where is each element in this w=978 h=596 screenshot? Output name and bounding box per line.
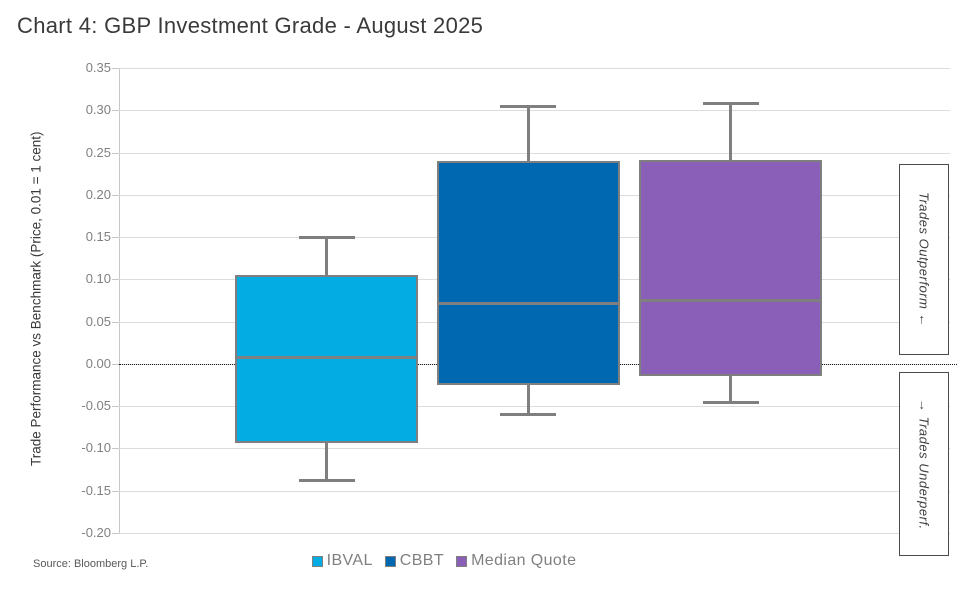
whisker-lower-ibval <box>325 443 328 481</box>
whisker-upper-ibval <box>325 237 328 276</box>
y-tick-label: -0.20 <box>81 525 111 540</box>
whisker-lower-cbbt <box>526 385 530 415</box>
y-tick-label: 0.25 <box>85 144 111 160</box>
y-axis-line <box>119 68 120 533</box>
y-tick-label: -0.10 <box>81 440 111 456</box>
trades-outperform-label: Trades Outperform ← <box>916 192 932 327</box>
y-tick-label: -0.05 <box>81 398 111 414</box>
legend: IBVAL CBBT Median Quote <box>0 552 933 570</box>
y-tick-mark <box>112 448 119 450</box>
y-tick-mark <box>112 152 119 154</box>
legend-label: CBBT <box>399 552 445 569</box>
gridline <box>119 533 950 534</box>
gridline <box>119 152 950 154</box>
y-tick-mark <box>112 363 119 365</box>
y-tick-label: 0.10 <box>85 271 111 287</box>
y-tick-mark <box>112 490 119 492</box>
gridline <box>119 490 950 492</box>
y-tick-label: 0.15 <box>85 229 111 245</box>
box-median-quote <box>639 160 822 376</box>
box-cbbt <box>436 161 620 386</box>
trades-underperform-label: → Trades Underperf. <box>916 398 932 530</box>
y-tick-label: 0.05 <box>85 313 111 329</box>
trades-outperform-box: Trades Outperform ← <box>899 164 949 355</box>
legend-marker <box>456 555 468 567</box>
whisker-cap-low-ibval <box>298 479 355 483</box>
y-tick-label: 0.35 <box>85 60 111 75</box>
y-tick-mark <box>112 321 119 323</box>
whisker-cap-low-median-quote <box>702 401 759 405</box>
y-tick-mark <box>112 194 119 196</box>
chart-title: Chart 4: GBP Investment Grade - August 2… <box>17 13 484 38</box>
gridline <box>119 110 950 112</box>
legend-label: IBVAL <box>326 552 373 569</box>
whisker-upper-cbbt <box>526 106 530 161</box>
gridline <box>119 448 950 450</box>
legend-item-ibval: IBVAL <box>311 552 373 570</box>
median-line-median-quote <box>639 299 822 302</box>
y-axis-title: Trade Performance vs Benchmark (Price, 0… <box>28 131 44 467</box>
median-line-ibval <box>235 356 418 360</box>
y-tick-mark <box>112 406 119 408</box>
legend-label: Median Quote <box>471 552 577 569</box>
y-tick-label: -0.15 <box>81 482 111 498</box>
whisker-cap-high-ibval <box>298 236 355 240</box>
whisker-cap-high-cbbt <box>500 105 556 109</box>
whisker-lower-median-quote <box>729 375 732 403</box>
y-tick-mark <box>112 279 119 281</box>
y-tick-mark <box>112 237 119 239</box>
plot-area: 0.35 0.30 0.25 0.20 0.15 0.10 0.05 0.00 -0.05 -0.… <box>81 60 957 540</box>
y-tick-mark <box>112 68 119 69</box>
y-tick-label: 0.00 <box>85 355 111 371</box>
legend-marker <box>311 555 323 567</box>
trades-underperform-box: → Trades Underperf. <box>899 372 949 556</box>
y-tick-mark <box>112 533 119 534</box>
gridline <box>119 406 950 408</box>
whisker-cap-low-cbbt <box>500 413 556 417</box>
source-text: Source: Bloomberg L.P. <box>33 558 149 570</box>
gridline <box>119 68 950 69</box>
legend-item-median-quote: Median Quote <box>456 552 576 570</box>
median-line-cbbt <box>436 301 620 305</box>
legend-item-cbbt: CBBT <box>384 552 445 570</box>
whisker-upper-median-quote <box>729 103 732 161</box>
legend-marker <box>384 555 396 567</box>
y-tick-label: 0.20 <box>85 186 111 202</box>
y-tick-mark <box>112 110 119 112</box>
y-tick-label: 0.30 <box>85 102 111 118</box>
whisker-cap-high-median-quote <box>702 102 759 105</box>
